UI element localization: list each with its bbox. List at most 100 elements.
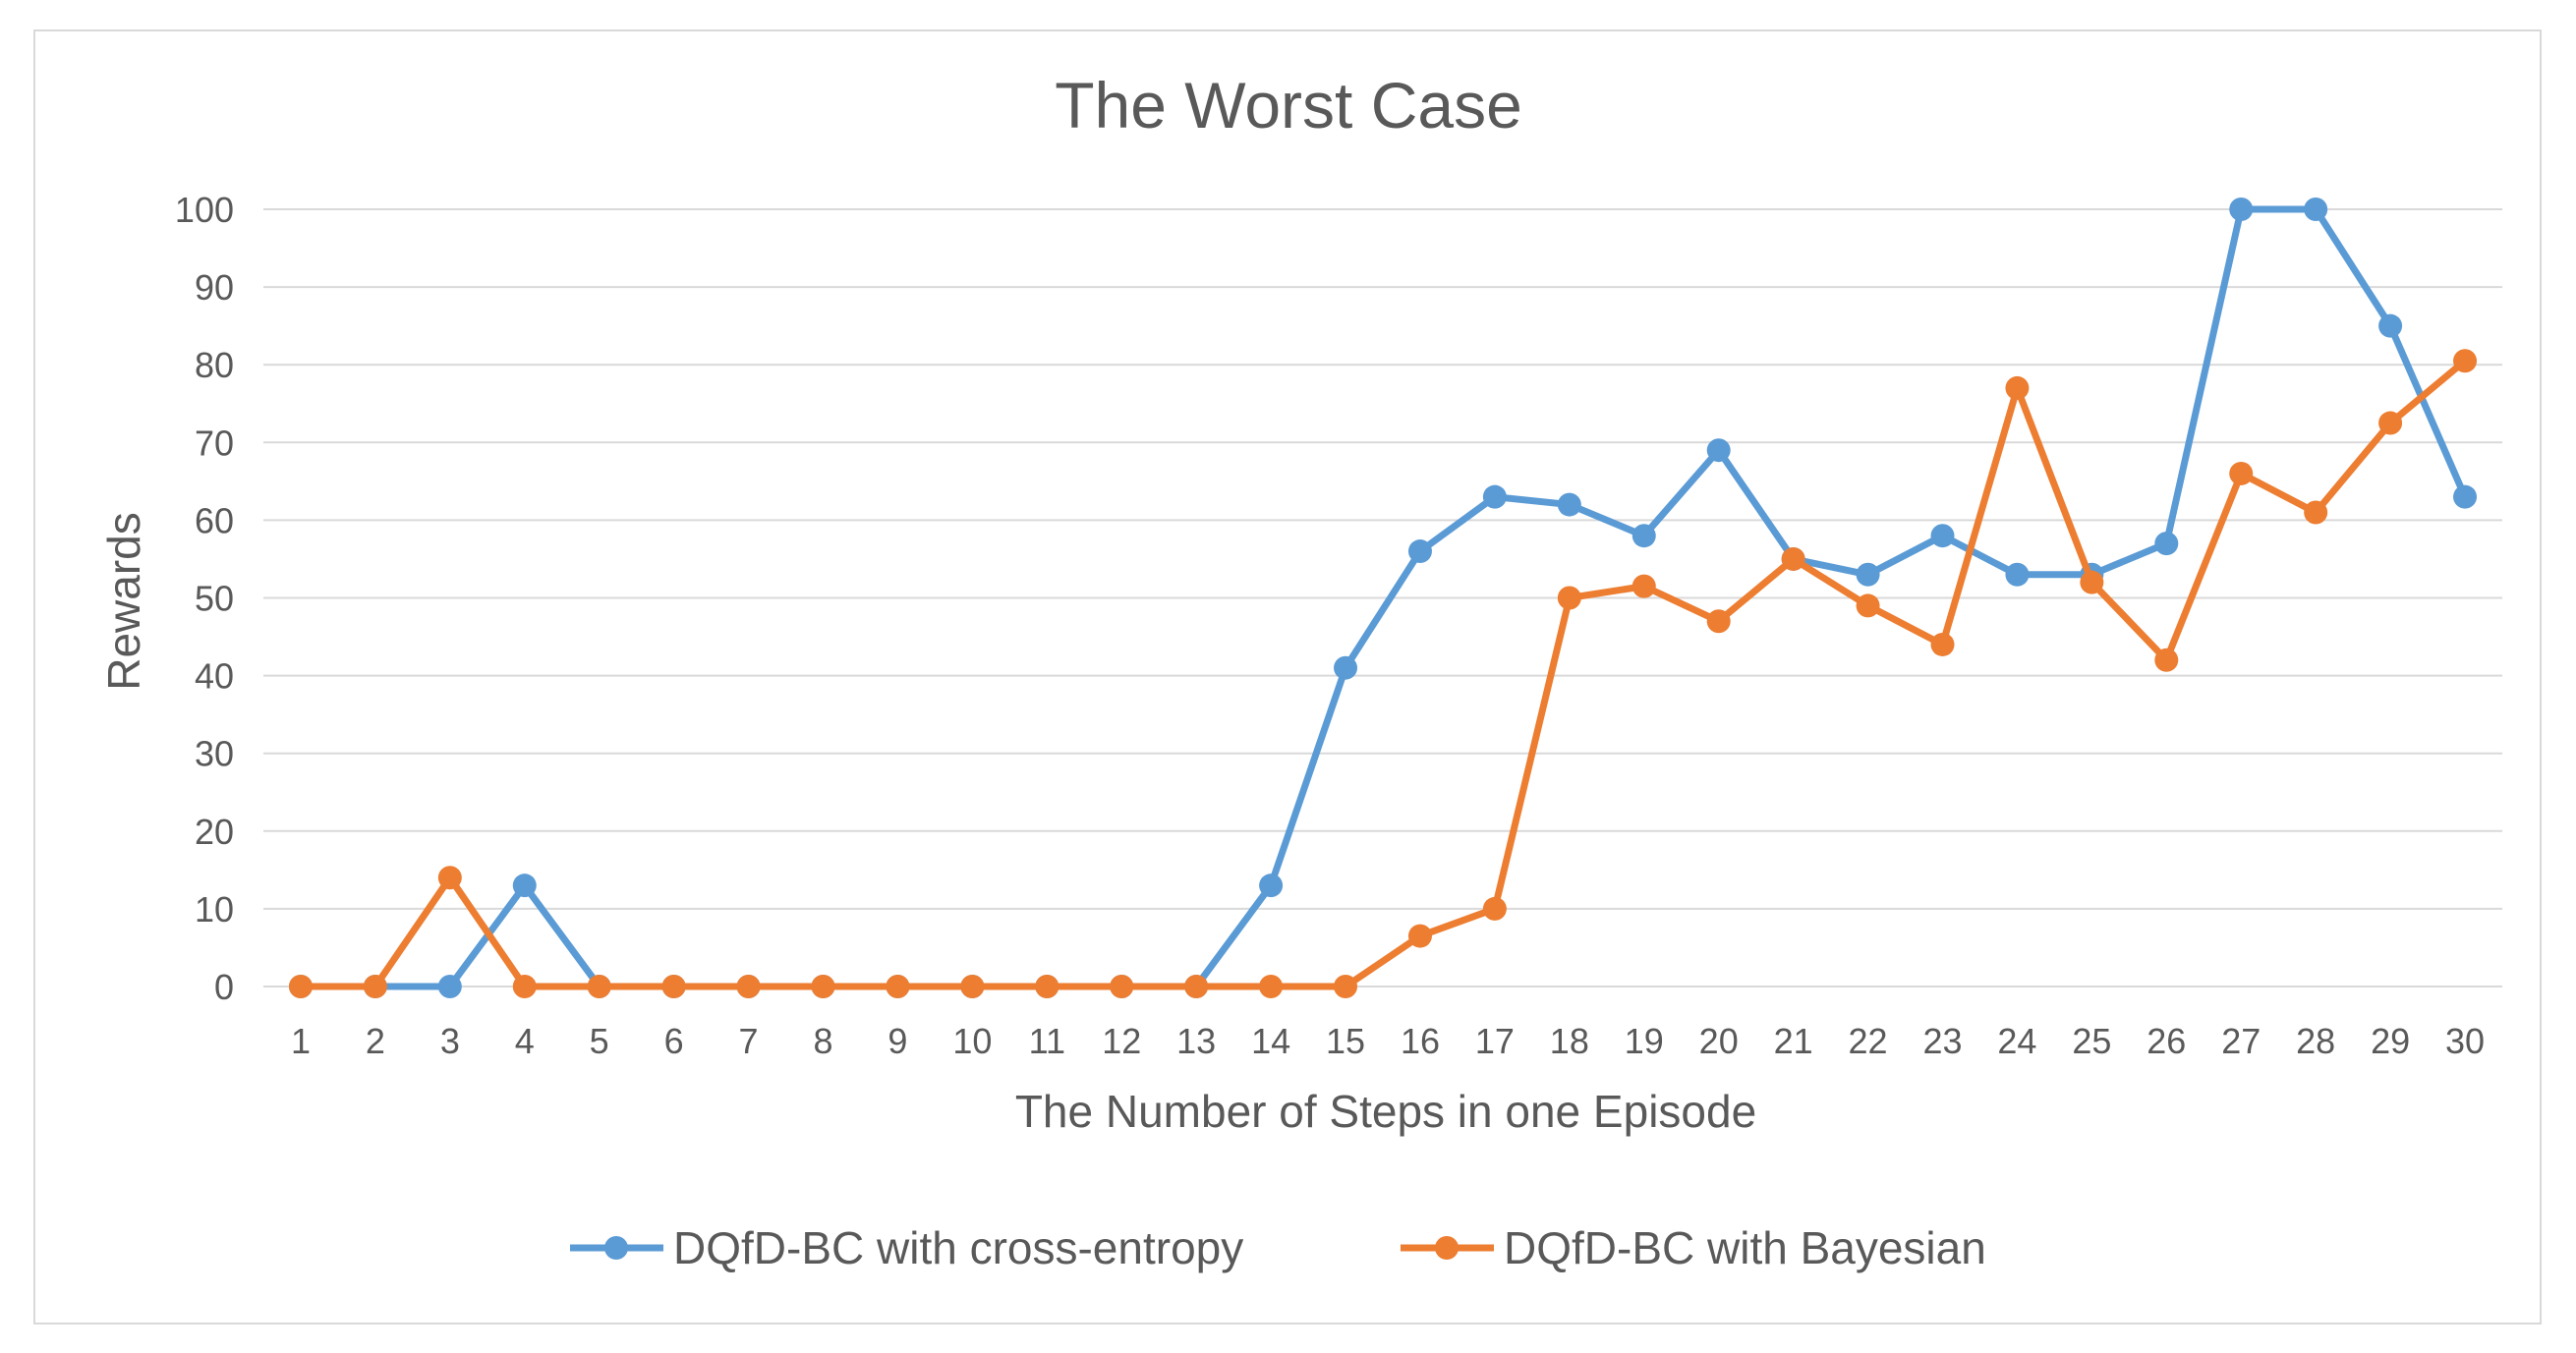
x-tick-label: 6 (664, 1021, 684, 1061)
x-tick-label: 10 (952, 1021, 992, 1061)
data-point (1334, 655, 1358, 680)
data-point (2378, 313, 2403, 338)
data-point (1930, 524, 1955, 548)
y-tick-label: 100 (175, 190, 234, 230)
x-tick-label: 14 (1251, 1021, 1290, 1061)
data-point (1856, 593, 1880, 618)
y-tick-label: 90 (195, 267, 234, 308)
x-tick-label: 23 (1922, 1021, 1962, 1061)
data-point (512, 874, 537, 898)
x-tick-label: 16 (1401, 1021, 1440, 1061)
x-tick-label: 27 (2221, 1021, 2261, 1061)
data-point (2304, 500, 2328, 525)
legend-marker (1435, 1236, 1459, 1260)
x-tick-label: 15 (1326, 1021, 1365, 1061)
legend: DQfD-BC with cross-entropy DQfD-BC with B… (570, 1222, 1986, 1273)
x-tick-label: 18 (1550, 1021, 1589, 1061)
y-tick-label: 70 (195, 423, 234, 463)
data-point (2229, 461, 2254, 485)
data-point (2005, 562, 2030, 587)
x-axis-title: The Number of Steps in one Episode (1015, 1086, 1756, 1137)
legend-label: DQfD-BC with cross-entropy (673, 1222, 1243, 1273)
data-point (512, 975, 537, 998)
x-tick-label: 22 (1849, 1021, 1888, 1061)
data-point (1706, 609, 1731, 634)
data-point (1407, 539, 1432, 564)
y-tick-label: 20 (195, 812, 234, 852)
x-tick-label: 28 (2296, 1021, 2335, 1061)
data-point (2453, 349, 2478, 373)
data-point (736, 975, 761, 998)
x-tick-label: 30 (2445, 1021, 2485, 1061)
data-point (1035, 975, 1059, 998)
data-point (2378, 411, 2403, 435)
x-tick-label: 5 (590, 1021, 609, 1061)
legend-label: DQfD-BC with Bayesian (1504, 1222, 1986, 1273)
data-point (661, 975, 686, 998)
data-point (437, 975, 462, 998)
data-point (1184, 975, 1209, 998)
x-tick-label: 19 (1625, 1021, 1664, 1061)
x-axis-ticks: 1 2 3 4 5 6 7 8 9 10 11 12 13 14 15 16 17 18 19 20 21 22 23 24 2… (291, 1021, 2485, 1061)
data-point (2080, 570, 2104, 594)
data-point (1407, 924, 1432, 948)
data-point (2154, 648, 2179, 672)
legend-item-2: DQfD-BC with Bayesian (1401, 1222, 1986, 1273)
series-2 (288, 349, 2478, 998)
data-point (1781, 546, 1805, 571)
x-tick-label: 24 (1997, 1021, 2036, 1061)
data-point (1482, 484, 1507, 509)
x-tick-label: 21 (1774, 1021, 1813, 1061)
x-tick-label: 25 (2072, 1021, 2111, 1061)
data-point (1482, 896, 1507, 921)
x-tick-label: 2 (366, 1021, 385, 1061)
x-tick-label: 11 (1029, 1021, 1065, 1061)
x-tick-label: 20 (1699, 1021, 1739, 1061)
y-tick-label: 30 (195, 734, 234, 774)
data-point (1631, 574, 1656, 598)
x-tick-label: 7 (739, 1021, 759, 1061)
x-tick-label: 1 (291, 1021, 311, 1061)
x-tick-label: 12 (1102, 1021, 1141, 1061)
x-tick-label: 8 (813, 1021, 832, 1061)
data-point (587, 975, 611, 998)
series-layer (288, 197, 2478, 998)
y-tick-label: 10 (195, 889, 234, 930)
gridlines (263, 208, 2502, 987)
data-point (437, 866, 462, 890)
chart-frame (33, 29, 2542, 1325)
y-axis-title: Rewards (98, 512, 149, 691)
data-point (886, 975, 910, 998)
data-point (288, 975, 313, 998)
data-point (2005, 375, 2030, 400)
y-tick-label: 0 (214, 967, 234, 1007)
data-point (1631, 524, 1656, 548)
data-point (1259, 874, 1284, 898)
y-axis-ticks: 0 10 20 30 40 50 60 70 80 90 100 (175, 190, 234, 1007)
data-point (1856, 562, 1880, 587)
legend-marker (604, 1236, 628, 1260)
x-tick-label: 3 (440, 1021, 460, 1061)
data-point (1334, 975, 1358, 998)
x-tick-label: 13 (1176, 1021, 1216, 1061)
y-tick-label: 60 (195, 500, 234, 540)
data-point (1930, 632, 1955, 656)
x-tick-label: 17 (1475, 1021, 1515, 1061)
data-point (811, 975, 835, 998)
data-point (2154, 532, 2179, 556)
data-point (1557, 586, 1581, 610)
data-point (1110, 975, 1134, 998)
y-tick-label: 50 (195, 579, 234, 619)
y-tick-label: 80 (195, 345, 234, 385)
data-point (1259, 975, 1284, 998)
y-tick-label: 40 (195, 656, 234, 697)
x-tick-label: 4 (515, 1021, 535, 1061)
data-point (1557, 492, 1581, 517)
series-line (297, 357, 2469, 990)
data-point (363, 975, 387, 998)
x-tick-label: 29 (2371, 1021, 2410, 1061)
data-point (960, 975, 985, 998)
x-tick-label: 26 (2147, 1021, 2186, 1061)
data-point (1706, 438, 1731, 463)
